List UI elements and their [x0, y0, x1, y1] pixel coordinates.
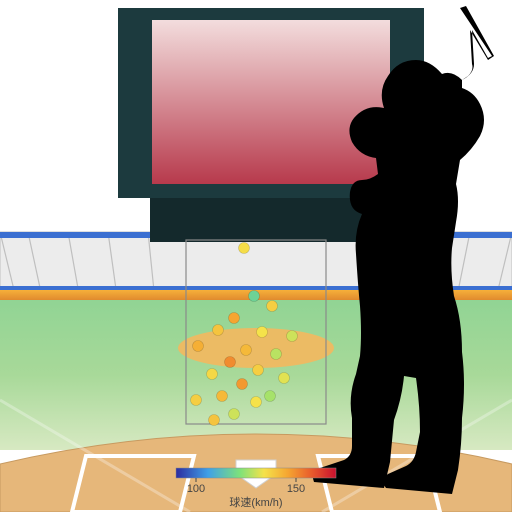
pitch-point — [217, 391, 228, 402]
pitch-point — [207, 369, 218, 380]
pitch-point — [239, 243, 250, 254]
pitch-point — [225, 357, 236, 368]
pitch-point — [191, 395, 202, 406]
pitch-point — [249, 291, 260, 302]
pitch-point — [257, 327, 268, 338]
pitch-point — [229, 313, 240, 324]
pitch-point — [229, 409, 240, 420]
pitch-location-chart: 100 150 球速(km/h) — [0, 0, 512, 512]
pitch-point — [241, 345, 252, 356]
pitch-point — [287, 331, 298, 342]
colorbar-label: 球速(km/h) — [229, 495, 282, 509]
pitch-point — [253, 365, 264, 376]
colorbar-tick-label: 100 — [187, 483, 205, 495]
pitch-point — [271, 349, 282, 360]
pitch-point — [193, 341, 204, 352]
pitch-point — [209, 415, 220, 426]
pitch-point — [237, 379, 248, 390]
colorbar-tick-label: 150 — [287, 483, 305, 495]
pitch-point — [265, 391, 276, 402]
pitch-point — [213, 325, 224, 336]
scoreboard-screen — [152, 20, 390, 184]
pitch-point — [279, 373, 290, 384]
pitch-point — [251, 397, 262, 408]
pitch-point — [267, 301, 278, 312]
